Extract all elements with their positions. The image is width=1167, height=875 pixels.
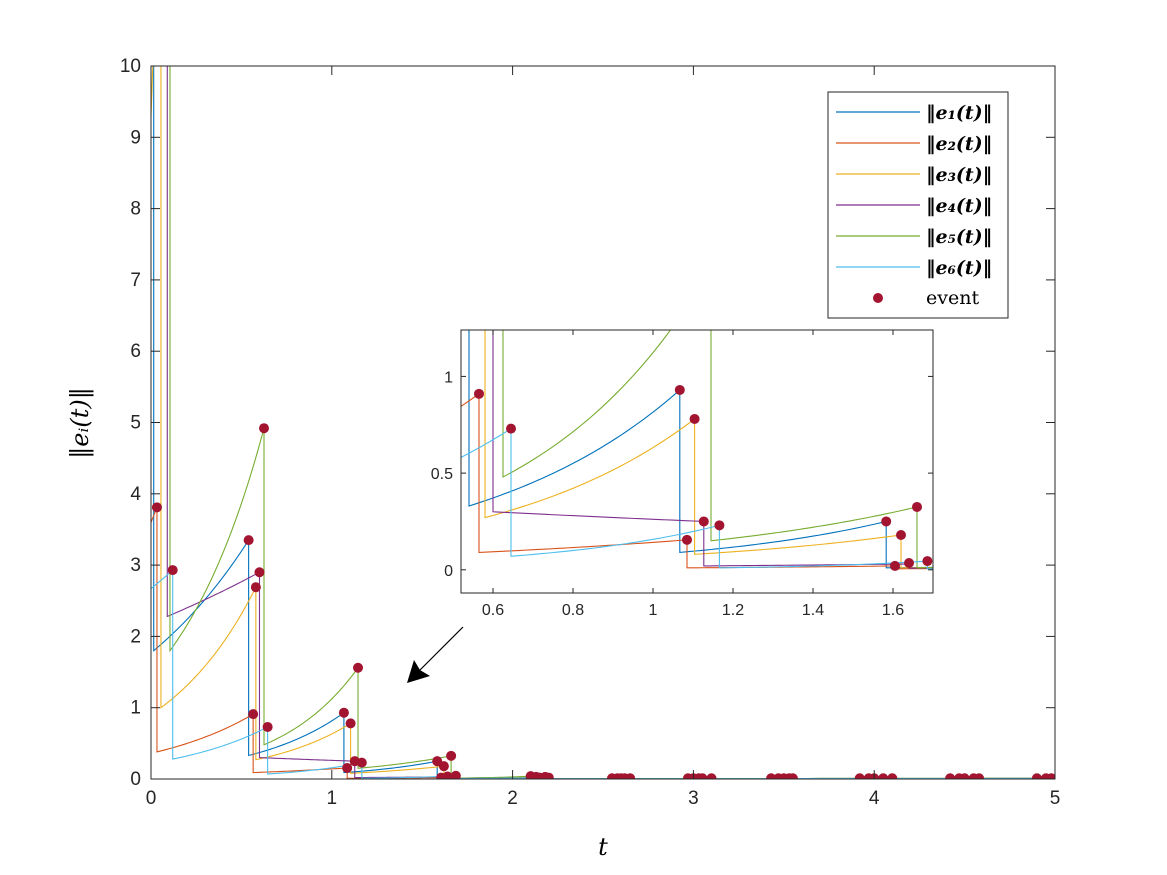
inset-x-tick-label: 1.4	[802, 602, 824, 619]
main-y-tick-label: 4	[130, 484, 141, 505]
legend-label-5: ‖e₅(t)‖	[926, 226, 992, 248]
inset-event-marker	[488, 4, 498, 14]
inset-event-marker	[689, 413, 700, 424]
main-event-marker	[151, 502, 162, 513]
inset-series-group	[461, 4, 933, 571]
main-event-marker	[262, 721, 273, 732]
inset-y-tick-label: 0.5	[431, 466, 453, 483]
main-x-tick-label: 2	[507, 788, 518, 809]
inset-x-tick-label: 0.6	[482, 602, 504, 619]
legend-label-6: ‖e₆(t)‖	[926, 257, 992, 279]
legend-label-event: event	[926, 287, 979, 309]
inset-x-tick-label: 1.6	[882, 602, 904, 619]
inset-arrow-head	[407, 660, 430, 683]
main-series-group	[151, 66, 1055, 779]
inset-arrow-line	[419, 626, 464, 671]
inset-y-tick-label: 0	[444, 563, 453, 580]
inset-axes-box	[460, 329, 934, 594]
main-event-marker	[438, 761, 449, 772]
inset-event-marker	[904, 558, 914, 569]
main-event-marker	[356, 757, 367, 768]
main-y-tick-label: 1	[130, 698, 141, 719]
inset-event-marker	[890, 560, 900, 571]
main-event-marker	[450, 770, 461, 779]
main-y-tick-label: 9	[130, 127, 141, 148]
main-event-marker	[1046, 773, 1055, 779]
main-event-marker	[878, 773, 889, 779]
inset-event-marker	[506, 423, 516, 434]
inset-series-line-3	[484, 330, 933, 569]
legend-label-3: ‖e₃(t)‖	[926, 164, 992, 186]
main-event-marker	[887, 773, 898, 779]
main-event-marker	[697, 773, 708, 779]
inset-y-tick-label: 1	[444, 369, 453, 386]
main-y-tick-label: 2	[130, 626, 141, 647]
inset-series-line-4	[492, 330, 933, 569]
main-x-tick-label: 1	[327, 788, 338, 809]
main-event-marker	[167, 565, 178, 576]
main-y-tick-label: 0	[130, 769, 141, 790]
main-event-marker	[787, 773, 798, 779]
x-axis-label: t	[598, 833, 608, 861]
inset-event-marker	[922, 556, 933, 567]
inset-x-tick-label: 1.2	[722, 602, 744, 619]
main-event-marker	[854, 773, 865, 779]
inset-series-line-5	[502, 330, 933, 569]
legend-label-2: ‖e₂(t)‖	[926, 133, 992, 155]
inset-series-line-2	[461, 392, 933, 570]
inset-x-tick-label: 1	[649, 602, 658, 619]
main-x-tick-label: 0	[146, 788, 157, 809]
y-axis-label: ‖eᵢ(t)‖	[66, 387, 95, 458]
main-event-marker	[254, 567, 265, 578]
main-event-marker	[446, 750, 457, 761]
main-x-tick-label: 5	[1050, 788, 1061, 809]
inset-event-marker	[698, 516, 709, 527]
inset-event-marker	[912, 501, 922, 512]
inset-event-marker	[674, 384, 685, 395]
inset-series-line-1	[468, 330, 933, 569]
main-event-marker	[442, 771, 453, 779]
inset-event-marker	[714, 520, 725, 531]
inset-event-marker	[881, 516, 892, 527]
main-event-marker	[353, 662, 364, 673]
main-event-marker	[259, 423, 269, 434]
inset-event-marker	[896, 529, 906, 540]
inset-series-line-6	[461, 427, 933, 570]
main-event-marker	[248, 709, 259, 720]
main-event-marker	[706, 773, 717, 779]
legend-event-marker	[873, 293, 883, 303]
main-event-marker	[945, 773, 956, 779]
main-event-marker	[243, 535, 254, 546]
main-y-tick-label: 6	[130, 341, 141, 362]
inset-x-tick-label: 0.8	[562, 602, 584, 619]
main-event-marker	[543, 772, 554, 779]
inset-plot-area	[461, 330, 933, 593]
main-x-tick-label: 3	[688, 788, 699, 809]
main-event-marker	[345, 718, 356, 729]
main-event-marker	[342, 762, 353, 773]
main-event-marker	[338, 707, 349, 718]
main-y-tick-label: 10	[120, 56, 141, 77]
inset-event-marker	[480, 45, 490, 55]
inset-event-marker	[474, 388, 484, 399]
inset-event-marker	[682, 534, 692, 545]
legend: ‖e₁(t)‖ ‖e₂(t)‖ ‖e₃(t)‖ ‖e₄(t)‖ ‖e₅(t)‖ ‖e₆(t…	[827, 91, 1009, 319]
legend-label-4: ‖e₄(t)‖	[926, 195, 992, 217]
main-event-marker	[1031, 773, 1042, 779]
main-y-tick-label: 7	[130, 270, 141, 291]
main-event-marker	[959, 773, 970, 779]
main-event-marker	[250, 582, 261, 593]
legend-label-1: ‖e₁(t)‖	[926, 102, 992, 124]
main-event-marker	[625, 773, 636, 779]
main-y-tick-label: 5	[130, 413, 141, 434]
main-y-tick-label: 3	[130, 555, 141, 576]
main-x-tick-label: 4	[869, 788, 880, 809]
main-y-tick-label: 8	[130, 199, 141, 220]
main-event-marker	[974, 773, 985, 779]
